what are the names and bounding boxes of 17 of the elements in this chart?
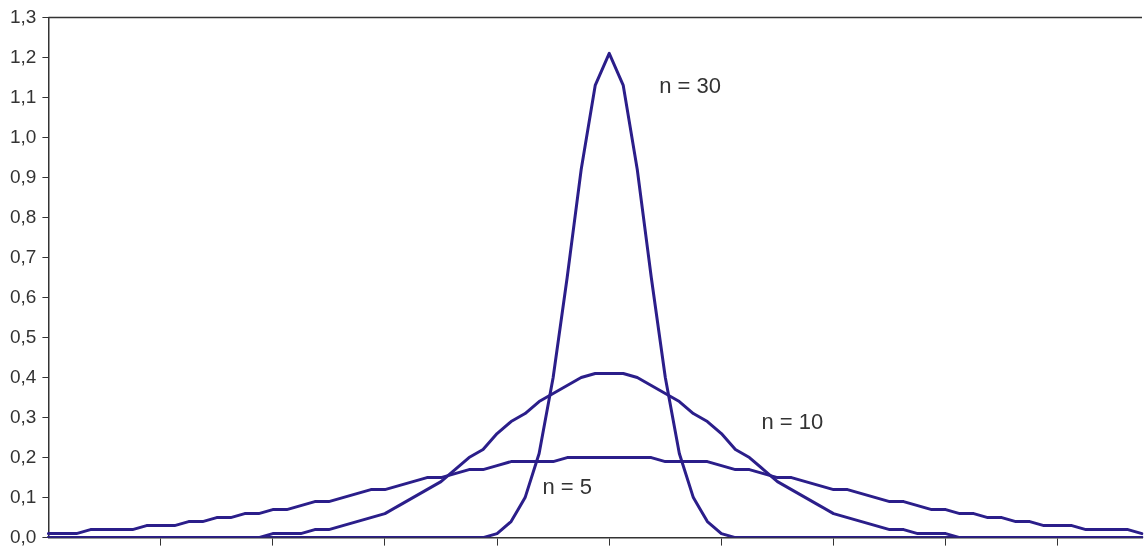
series-label: n = 5 <box>542 473 592 499</box>
y-tick-label: 0,4 <box>9 365 37 387</box>
y-tick-label: 0,2 <box>9 445 37 467</box>
y-tick-label: 0,9 <box>9 165 37 187</box>
y-tick-label: 1,3 <box>9 5 37 27</box>
y-tick-label: 0,5 <box>9 325 37 347</box>
y-tick-label: 0,1 <box>9 485 37 507</box>
y-tick-label: 0,0 <box>9 525 37 547</box>
y-tick-label: 0,3 <box>9 405 37 427</box>
y-tick-label: 0,6 <box>9 285 37 307</box>
series-label: n = 30 <box>659 73 722 99</box>
y-tick-label: 1,2 <box>9 45 37 67</box>
y-tick-label: 0,8 <box>9 205 37 227</box>
series-label: n = 10 <box>761 408 824 434</box>
y-tick-label: 1,0 <box>9 125 37 147</box>
y-tick-label: 0,7 <box>9 245 37 267</box>
y-tick-label: 1,1 <box>9 85 37 107</box>
